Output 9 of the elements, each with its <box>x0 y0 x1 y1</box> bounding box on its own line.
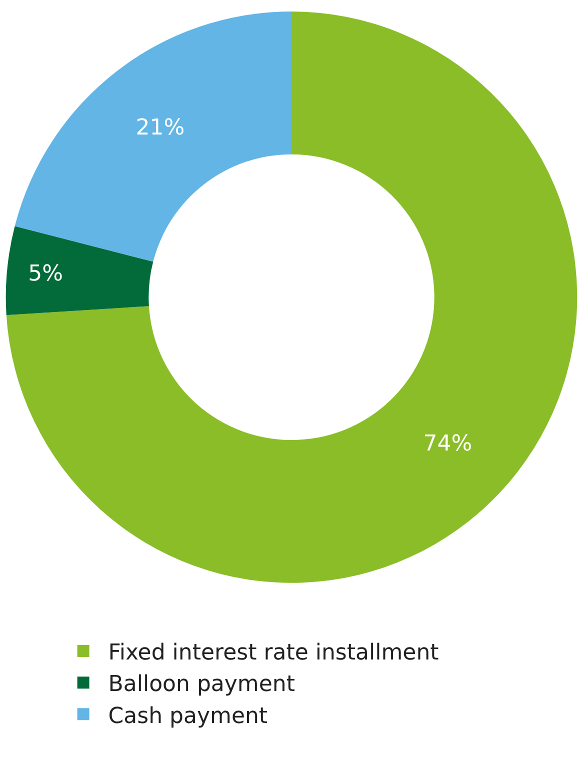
donut-slice <box>14 12 292 262</box>
legend-label: Cash payment <box>108 704 268 729</box>
data-label: 5% <box>28 261 64 286</box>
legend-label: Balloon payment <box>108 672 296 698</box>
legend-label: Fixed interest rate installment <box>108 640 440 666</box>
donut-slice <box>6 12 578 583</box>
donut-slice <box>6 226 154 316</box>
data-label: 21% <box>136 115 185 140</box>
data-label: 74% <box>423 431 472 456</box>
